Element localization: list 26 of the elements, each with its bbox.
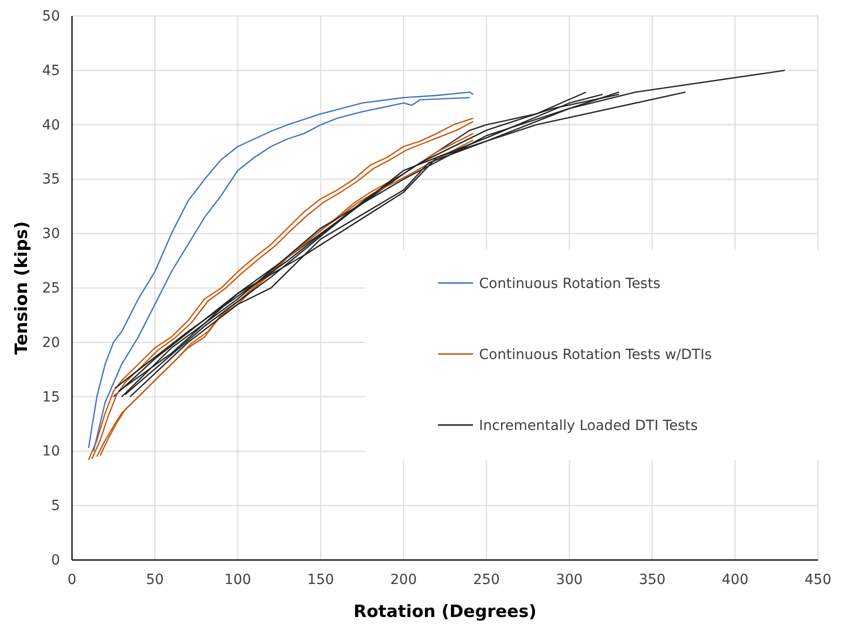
y-tick-label: 20 xyxy=(42,334,60,351)
y-tick-label: 5 xyxy=(51,498,60,514)
x-axis-title: Rotation (Degrees) xyxy=(354,602,536,622)
y-tick-label: 45 xyxy=(42,62,60,79)
y-tick-label: 10 xyxy=(42,444,60,460)
y-axis-title: Tension (kips) xyxy=(12,221,32,355)
x-tick-label: 300 xyxy=(556,572,583,588)
y-tick-label: 50 xyxy=(42,8,60,24)
x-tick-label: 350 xyxy=(638,572,666,588)
y-tick-label: 40 xyxy=(42,117,60,134)
y-tick-label: 25 xyxy=(42,280,60,296)
x-tick-label: 200 xyxy=(390,572,417,588)
x-tick-label: 0 xyxy=(68,572,76,588)
x-tick-label: 250 xyxy=(473,572,500,588)
legend-label: Continuous Rotation Tests xyxy=(479,276,660,292)
y-tick-label: 15 xyxy=(42,389,60,406)
x-tick-label: 150 xyxy=(307,572,334,588)
legend-label: Continuous Rotation Tests w/DTIs xyxy=(479,347,712,363)
y-tick-label: 0 xyxy=(51,552,60,568)
legend-label: Incrementally Loaded DTI Tests xyxy=(479,418,698,434)
y-tick-label: 35 xyxy=(42,172,60,188)
y-tick-label: 30 xyxy=(42,226,60,242)
x-tick-label: 400 xyxy=(722,572,748,588)
x-tick-label: 450 xyxy=(804,572,832,588)
x-tick-label: 100 xyxy=(224,572,252,588)
x-tick-label: 50 xyxy=(146,572,164,588)
